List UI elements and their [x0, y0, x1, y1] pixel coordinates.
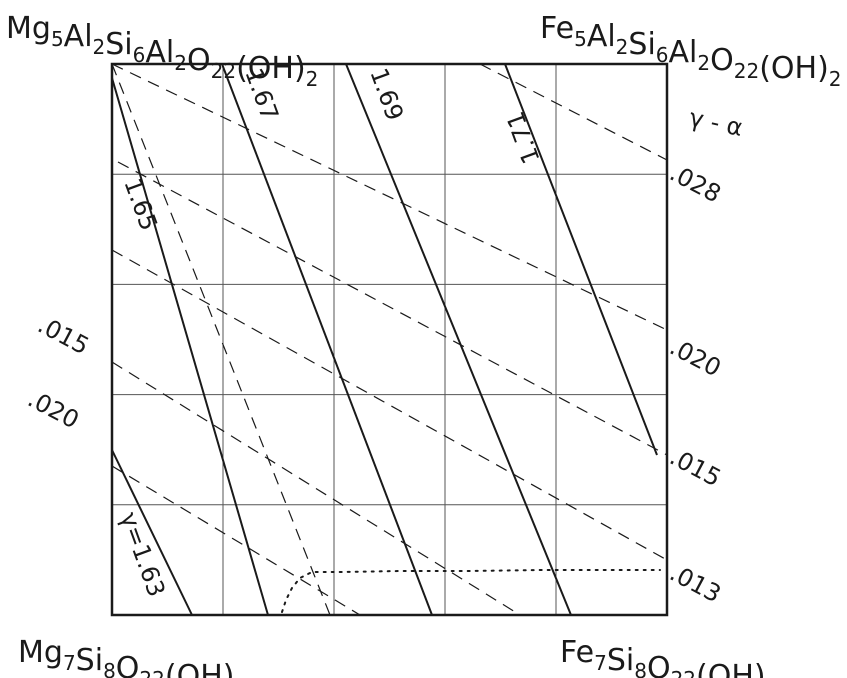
- diagram-frame: [110, 62, 669, 617]
- index-contour-line-0: [111, 449, 193, 616]
- corner-formula-top-right: Fe5Al2Si6Al2O22(OH)2: [540, 11, 842, 91]
- corner-formula-top-left: Mg5Al2Si6Al2O22(OH)2: [6, 11, 318, 91]
- index-contour-line-2: [221, 63, 433, 616]
- birefringence-label-left-020: .020: [23, 385, 83, 435]
- birefringence-contour-line-2: [111, 249, 668, 561]
- birefringence-label-right-020: .020: [665, 333, 725, 383]
- index-label-1-71: 1.71: [501, 108, 546, 168]
- index-label-1-69: 1.69: [364, 64, 409, 124]
- birefringence-contours: [111, 63, 668, 616]
- index-contour-line-1: [111, 77, 269, 616]
- birefringence-label-right-028: .028: [665, 159, 725, 209]
- birefringence-contour-line-3: [111, 361, 521, 616]
- birefringence-label-right-015: .015: [665, 443, 725, 493]
- birefringence-label-right-013: .013: [665, 559, 725, 609]
- birefringence-contour-line-6: [111, 63, 668, 331]
- index-contour-line-4: [504, 63, 658, 456]
- index-contour-line-3: [345, 63, 572, 616]
- birefringence-label-left-015: .015: [33, 311, 93, 361]
- corner-formula-bottom-left: Mg7Si8O22(OH)2: [18, 635, 247, 678]
- birefringence-contour-line-1: [117, 161, 668, 456]
- birefringence-contour-line-5: [479, 63, 668, 161]
- dotted-boundary-curve: [281, 569, 661, 613]
- refractive-index-contours: [111, 63, 658, 616]
- grid-lines: [112, 64, 667, 615]
- index-label-1-65: 1.65: [118, 174, 163, 234]
- corner-formula-bottom-right: Fe7Si8O22(OH)2: [560, 635, 778, 678]
- birefringence-contour-line-4: [111, 465, 361, 616]
- axis-title-birefringence: γ - α: [687, 103, 746, 142]
